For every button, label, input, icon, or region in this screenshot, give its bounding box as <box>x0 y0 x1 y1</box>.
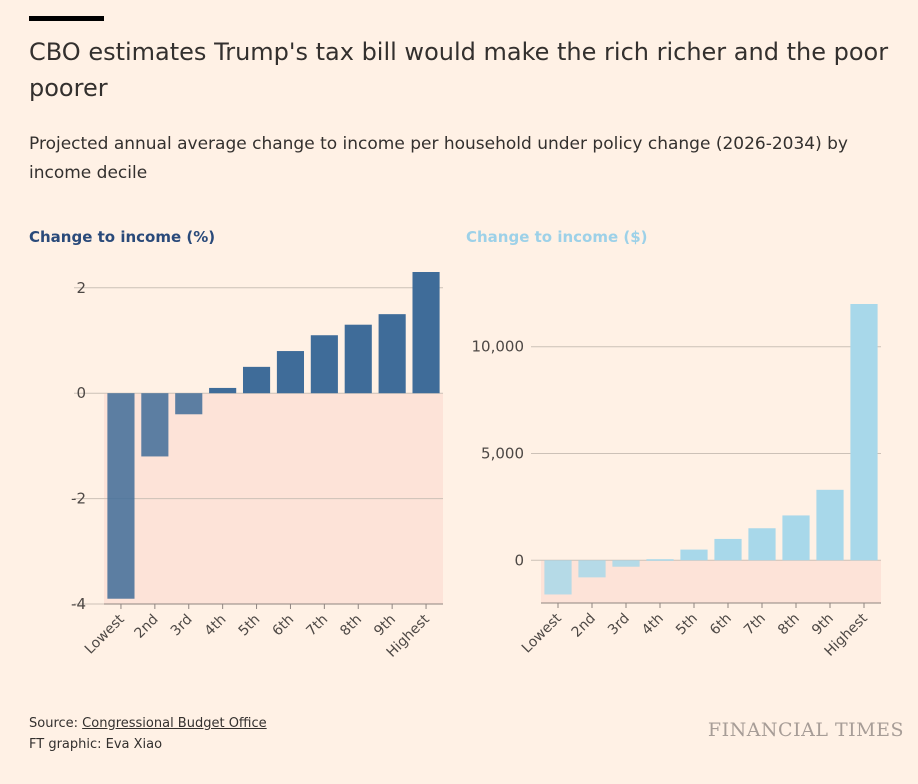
bar-4th <box>209 387 237 394</box>
y-tick-label: -2 <box>71 490 86 508</box>
bar-2nd <box>141 393 169 457</box>
y-tick-label: 2 <box>76 279 86 297</box>
bar-5th <box>680 549 708 561</box>
right-chart-heading: Change to income ($) <box>466 228 648 246</box>
bar-lowest <box>107 393 135 599</box>
x-tick-label: Lowest <box>519 610 565 656</box>
x-tick-label: 3rd <box>605 611 633 639</box>
bar-9th <box>378 314 406 394</box>
x-tick-label: 7th <box>741 611 769 639</box>
y-tick-label: 5,000 <box>481 445 524 463</box>
x-tick-label: 8th <box>337 612 365 640</box>
chart-subtitle: Projected annual average change to incom… <box>29 134 848 183</box>
x-tick-label: 9th <box>371 612 399 640</box>
x-tick-label: 2nd <box>569 611 599 641</box>
x-tick-label: 6th <box>707 611 735 639</box>
y-tick-label: 0 <box>514 551 524 569</box>
bar-6th <box>714 538 742 561</box>
x-tick-label: 3rd <box>168 612 196 640</box>
graphic-credit: FT graphic: Eva Xiao <box>29 737 163 752</box>
bar-6th <box>276 351 305 394</box>
bar-3rd <box>175 393 203 415</box>
x-tick-label: Lowest <box>82 611 128 657</box>
x-tick-label: 2nd <box>132 612 162 642</box>
ft-logo: FINANCIAL TIMES <box>707 719 904 741</box>
source-link[interactable]: Congressional Budget Office <box>82 716 267 731</box>
bar-lowest <box>544 560 572 595</box>
left-chart-heading: Change to income (%) <box>29 228 216 246</box>
x-tick-label: 5th <box>673 611 701 639</box>
x-tick-label: 7th <box>303 612 331 640</box>
source-prefix: Source: <box>29 716 83 731</box>
bar-3rd <box>612 560 640 567</box>
x-tick-label: 4th <box>202 612 230 640</box>
bar-8th <box>344 324 372 394</box>
source-note: Source: Congressional Budget Office FT g… <box>29 713 267 755</box>
y-tick-label: 0 <box>76 384 86 402</box>
chart-title: CBO estimates Trump's tax bill would mak… <box>29 38 889 102</box>
y-tick-label: 10,000 <box>472 338 525 356</box>
bar-2nd <box>578 560 606 578</box>
bar-9th <box>816 489 844 561</box>
x-tick-label: 4th <box>639 611 667 639</box>
bar-8th <box>782 515 810 561</box>
bar-highest <box>850 304 878 561</box>
y-tick-label: -4 <box>71 595 86 613</box>
bar-7th <box>748 528 776 561</box>
bar-4th <box>646 559 674 561</box>
bar-5th <box>242 366 271 394</box>
x-tick-label: 9th <box>809 611 837 639</box>
bar-highest <box>412 272 440 394</box>
bar-7th <box>310 335 338 394</box>
x-tick-label: 5th <box>236 612 264 640</box>
x-tick-label: 6th <box>270 612 298 640</box>
x-tick-label: 8th <box>775 611 803 639</box>
top-accent-bar <box>29 16 104 21</box>
